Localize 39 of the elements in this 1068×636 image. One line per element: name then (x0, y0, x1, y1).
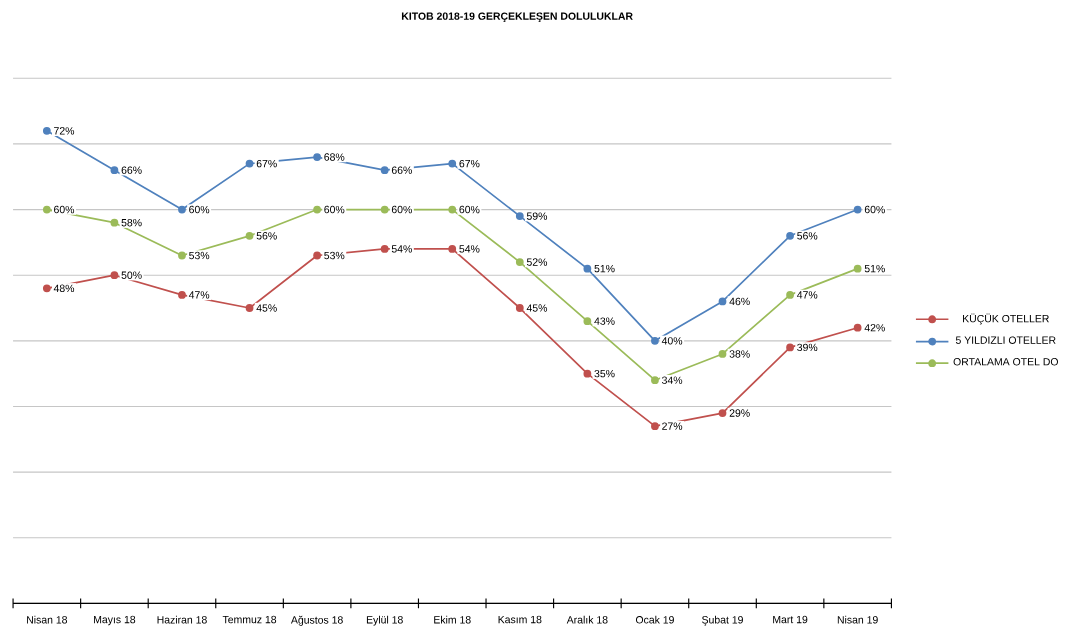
point (245, 159, 254, 168)
point (42, 126, 51, 135)
point (313, 251, 322, 260)
point (245, 231, 254, 240)
point (42, 205, 51, 214)
point (515, 258, 524, 267)
point (448, 245, 457, 253)
point (380, 166, 389, 175)
point (853, 205, 862, 214)
point (110, 218, 119, 227)
point (42, 284, 51, 293)
point (178, 205, 186, 214)
point (651, 376, 659, 385)
point (380, 245, 389, 253)
point (583, 369, 592, 378)
point (853, 264, 862, 273)
point (718, 409, 727, 417)
point (313, 205, 322, 214)
point (651, 422, 659, 431)
point (178, 291, 186, 299)
point (651, 336, 659, 345)
point (110, 271, 119, 280)
point (515, 304, 524, 312)
point (583, 317, 592, 326)
point (583, 264, 592, 273)
point (786, 231, 794, 240)
point (515, 212, 524, 221)
point (313, 153, 322, 162)
point (448, 205, 457, 214)
point (853, 323, 862, 332)
point (110, 166, 119, 175)
point (245, 304, 254, 312)
point (786, 343, 794, 352)
point (380, 205, 389, 214)
point (718, 297, 727, 306)
point (786, 291, 794, 299)
point (178, 251, 186, 260)
point (448, 159, 457, 168)
point (718, 350, 727, 358)
